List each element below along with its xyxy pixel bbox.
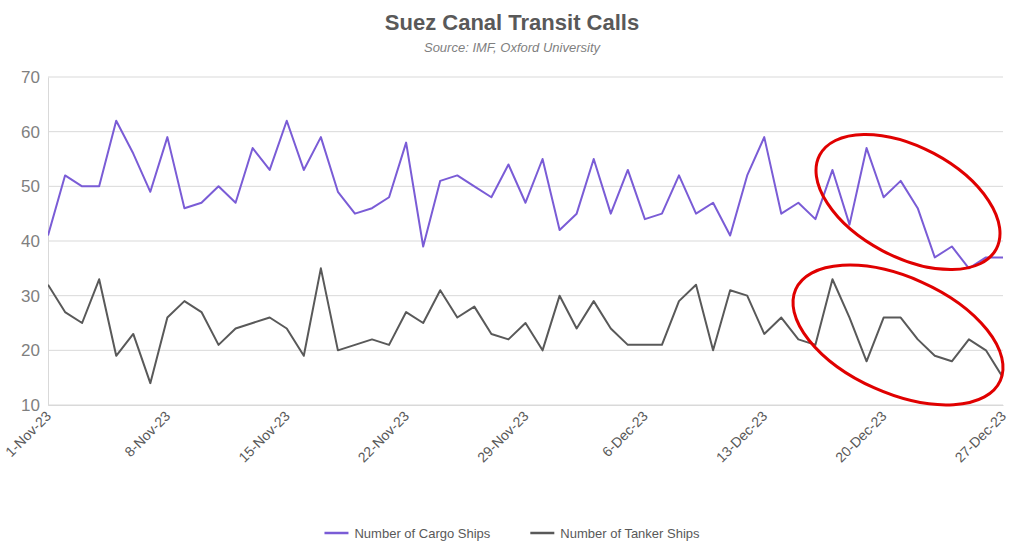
y-tick-label: 40 <box>21 232 40 251</box>
grid-line <box>48 295 1003 296</box>
y-tick: 30 <box>21 287 48 306</box>
x-tick: 6-Dec-23 <box>599 405 651 460</box>
x-tick-label: 13-Dec-23 <box>713 408 771 466</box>
x-axis-line <box>49 405 1004 406</box>
y-tick: 50 <box>21 177 48 196</box>
series-line <box>48 121 1003 269</box>
x-axis: 1-Nov-23 8-Nov-23 15-Nov-23 22-Nov-23 29-Nov… <box>2 405 1009 465</box>
y-axis-line <box>48 78 49 406</box>
x-tick: 13-Dec-23 <box>713 405 771 465</box>
y-tick: 20 <box>21 341 48 360</box>
legend-label: Number of Tanker Ships <box>560 526 700 541</box>
legend: Number of Cargo Ships Number of Tanker Sh… <box>324 526 700 541</box>
x-tick: 1-Nov-23 <box>2 405 54 460</box>
y-tick: 70 <box>21 68 48 87</box>
title: Suez Canal Transit Calls <box>385 10 639 35</box>
grid-line <box>48 405 1003 406</box>
plot-area <box>48 121 1003 383</box>
grid <box>48 77 1003 405</box>
highlight-ellipse <box>794 106 1022 297</box>
x-tick: 22-Nov-23 <box>355 405 413 465</box>
x-tick-label: 20-Dec-23 <box>832 408 890 466</box>
y-tick-label: 70 <box>21 68 40 87</box>
grid-line <box>48 241 1003 242</box>
legend-item: Number of Tanker Ships <box>530 526 700 541</box>
x-tick-label: 22-Nov-23 <box>355 408 413 466</box>
x-tick: 27-Dec-23 <box>952 405 1010 465</box>
y-tick-label: 30 <box>21 287 40 306</box>
grid-line <box>48 350 1003 351</box>
legend-swatch <box>530 532 554 535</box>
x-tick: 20-Dec-23 <box>832 405 890 465</box>
y-tick-label: 60 <box>21 123 40 142</box>
y-tick-label: 20 <box>21 341 40 360</box>
grid-line <box>48 77 1003 78</box>
grid-line <box>48 186 1003 187</box>
y-axis: 10203040506070 <box>21 68 48 415</box>
series-line <box>48 268 1003 383</box>
subtitle: Source: IMF, Oxford University <box>424 40 602 55</box>
x-tick-label: 15-Nov-23 <box>235 408 293 466</box>
highlights <box>772 106 1024 433</box>
x-tick-label: 6-Dec-23 <box>599 408 651 460</box>
y-tick: 60 <box>21 123 48 142</box>
x-tick-label: 27-Dec-23 <box>952 408 1010 466</box>
legend-item: Number of Cargo Ships <box>324 526 490 541</box>
grid-line <box>48 131 1003 132</box>
highlight-ellipse <box>772 236 1024 433</box>
x-tick: 29-Nov-23 <box>474 405 532 465</box>
legend-label: Number of Cargo Ships <box>354 526 490 541</box>
x-tick: 8-Nov-23 <box>121 405 173 460</box>
chart: Suez Canal Transit Calls Source: IMF, Oxf… <box>0 0 1024 553</box>
y-tick-label: 50 <box>21 177 40 196</box>
x-tick-label: 8-Nov-23 <box>121 408 173 460</box>
x-tick-label: 1-Nov-23 <box>2 408 54 460</box>
x-tick: 15-Nov-23 <box>235 405 293 465</box>
x-tick-label: 29-Nov-23 <box>474 408 532 466</box>
y-tick: 40 <box>21 232 48 251</box>
legend-swatch <box>324 532 348 535</box>
